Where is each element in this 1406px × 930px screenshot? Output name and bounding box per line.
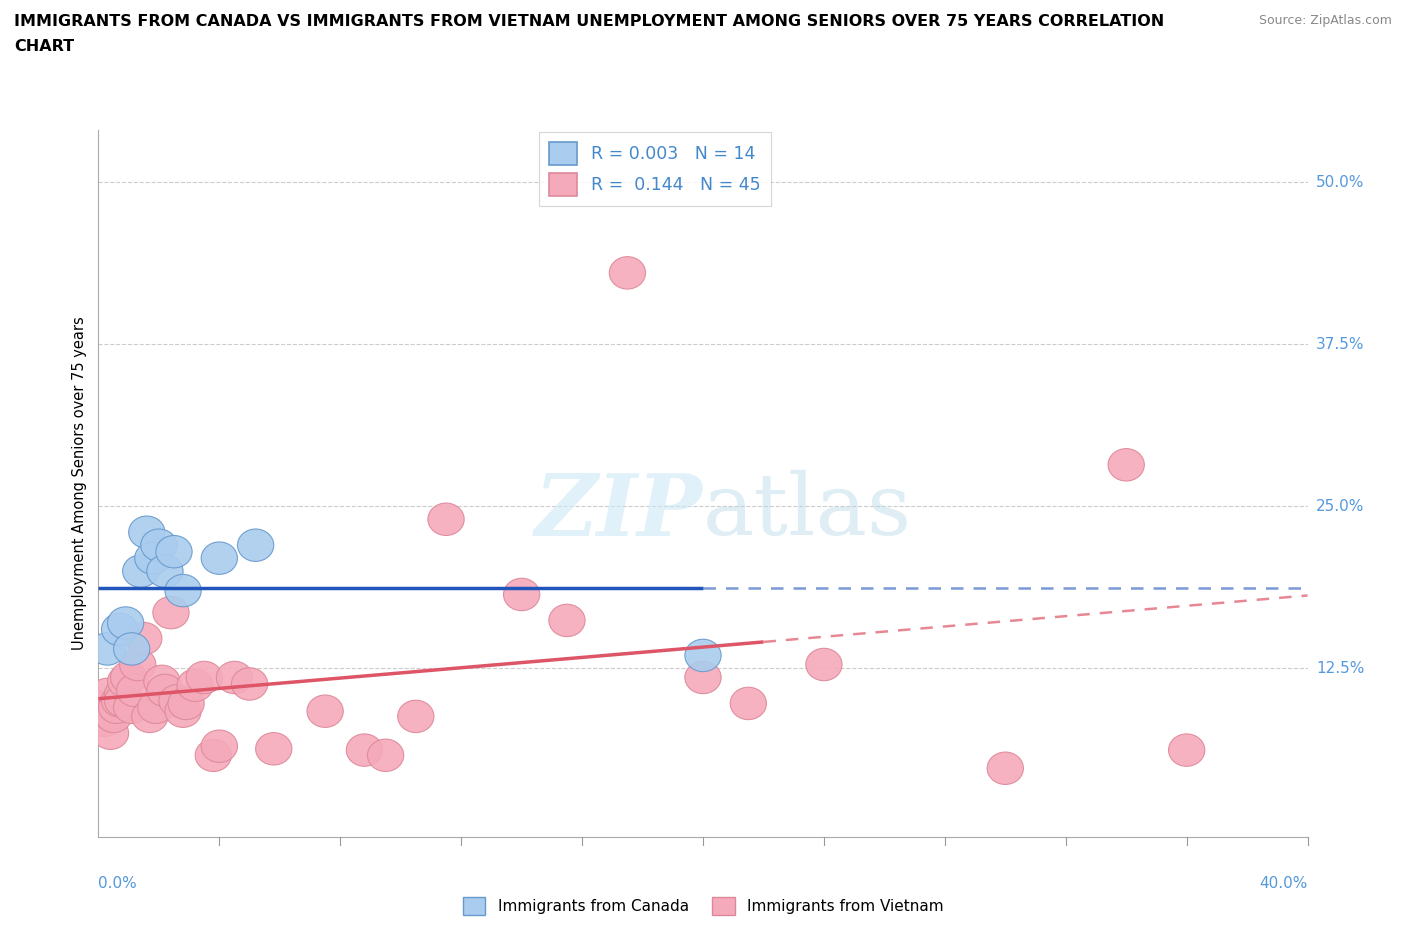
Text: IMMIGRANTS FROM CANADA VS IMMIGRANTS FROM VIETNAM UNEMPLOYMENT AMONG SENIORS OVE: IMMIGRANTS FROM CANADA VS IMMIGRANTS FRO… bbox=[14, 14, 1164, 29]
Text: 12.5%: 12.5% bbox=[1316, 661, 1364, 676]
Ellipse shape bbox=[548, 604, 585, 637]
Ellipse shape bbox=[165, 695, 201, 727]
Ellipse shape bbox=[195, 739, 232, 772]
Ellipse shape bbox=[201, 542, 238, 575]
Ellipse shape bbox=[90, 678, 125, 711]
Text: 37.5%: 37.5% bbox=[1316, 337, 1364, 352]
Ellipse shape bbox=[83, 691, 120, 724]
Ellipse shape bbox=[232, 668, 267, 700]
Ellipse shape bbox=[117, 674, 153, 707]
Ellipse shape bbox=[1108, 448, 1144, 481]
Ellipse shape bbox=[101, 684, 138, 717]
Ellipse shape bbox=[107, 665, 143, 698]
Ellipse shape bbox=[167, 687, 204, 720]
Ellipse shape bbox=[107, 606, 143, 639]
Ellipse shape bbox=[96, 700, 132, 733]
Ellipse shape bbox=[101, 613, 138, 645]
Text: 0.0%: 0.0% bbox=[98, 876, 138, 891]
Ellipse shape bbox=[90, 632, 125, 665]
Ellipse shape bbox=[153, 596, 190, 629]
Ellipse shape bbox=[987, 752, 1024, 785]
Ellipse shape bbox=[146, 555, 183, 588]
Ellipse shape bbox=[143, 665, 180, 698]
Ellipse shape bbox=[156, 536, 193, 568]
Ellipse shape bbox=[146, 674, 183, 707]
Ellipse shape bbox=[186, 661, 222, 694]
Ellipse shape bbox=[98, 691, 135, 724]
Ellipse shape bbox=[114, 632, 150, 665]
Ellipse shape bbox=[138, 691, 174, 724]
Ellipse shape bbox=[238, 529, 274, 562]
Ellipse shape bbox=[685, 661, 721, 694]
Ellipse shape bbox=[120, 648, 156, 681]
Ellipse shape bbox=[346, 734, 382, 766]
Ellipse shape bbox=[129, 516, 165, 549]
Ellipse shape bbox=[367, 739, 404, 772]
Ellipse shape bbox=[93, 717, 129, 750]
Ellipse shape bbox=[307, 695, 343, 727]
Ellipse shape bbox=[86, 704, 122, 737]
Text: 25.0%: 25.0% bbox=[1316, 498, 1364, 513]
Text: 50.0%: 50.0% bbox=[1316, 175, 1364, 190]
Text: CHART: CHART bbox=[14, 39, 75, 54]
Ellipse shape bbox=[159, 684, 195, 717]
Ellipse shape bbox=[93, 698, 129, 730]
Ellipse shape bbox=[104, 684, 141, 717]
Ellipse shape bbox=[427, 503, 464, 536]
Text: Source: ZipAtlas.com: Source: ZipAtlas.com bbox=[1258, 14, 1392, 27]
Ellipse shape bbox=[685, 639, 721, 671]
Ellipse shape bbox=[165, 575, 201, 606]
Ellipse shape bbox=[104, 678, 141, 711]
Ellipse shape bbox=[398, 700, 434, 733]
Ellipse shape bbox=[177, 669, 214, 701]
Ellipse shape bbox=[1168, 734, 1205, 766]
Ellipse shape bbox=[217, 661, 253, 694]
Ellipse shape bbox=[141, 529, 177, 562]
Ellipse shape bbox=[609, 257, 645, 289]
Ellipse shape bbox=[256, 733, 292, 765]
Ellipse shape bbox=[806, 648, 842, 681]
Ellipse shape bbox=[503, 578, 540, 611]
Ellipse shape bbox=[125, 622, 162, 655]
Ellipse shape bbox=[111, 661, 146, 694]
Ellipse shape bbox=[114, 691, 150, 724]
Y-axis label: Unemployment Among Seniors over 75 years: Unemployment Among Seniors over 75 years bbox=[72, 317, 87, 650]
Ellipse shape bbox=[132, 700, 167, 733]
Ellipse shape bbox=[135, 542, 172, 575]
Text: atlas: atlas bbox=[703, 471, 912, 553]
Text: 40.0%: 40.0% bbox=[1260, 876, 1308, 891]
Ellipse shape bbox=[201, 730, 238, 763]
Text: ZIP: ZIP bbox=[536, 471, 703, 553]
Ellipse shape bbox=[730, 687, 766, 720]
Ellipse shape bbox=[122, 555, 159, 588]
Legend: Immigrants from Canada, Immigrants from Vietnam: Immigrants from Canada, Immigrants from … bbox=[457, 891, 949, 922]
